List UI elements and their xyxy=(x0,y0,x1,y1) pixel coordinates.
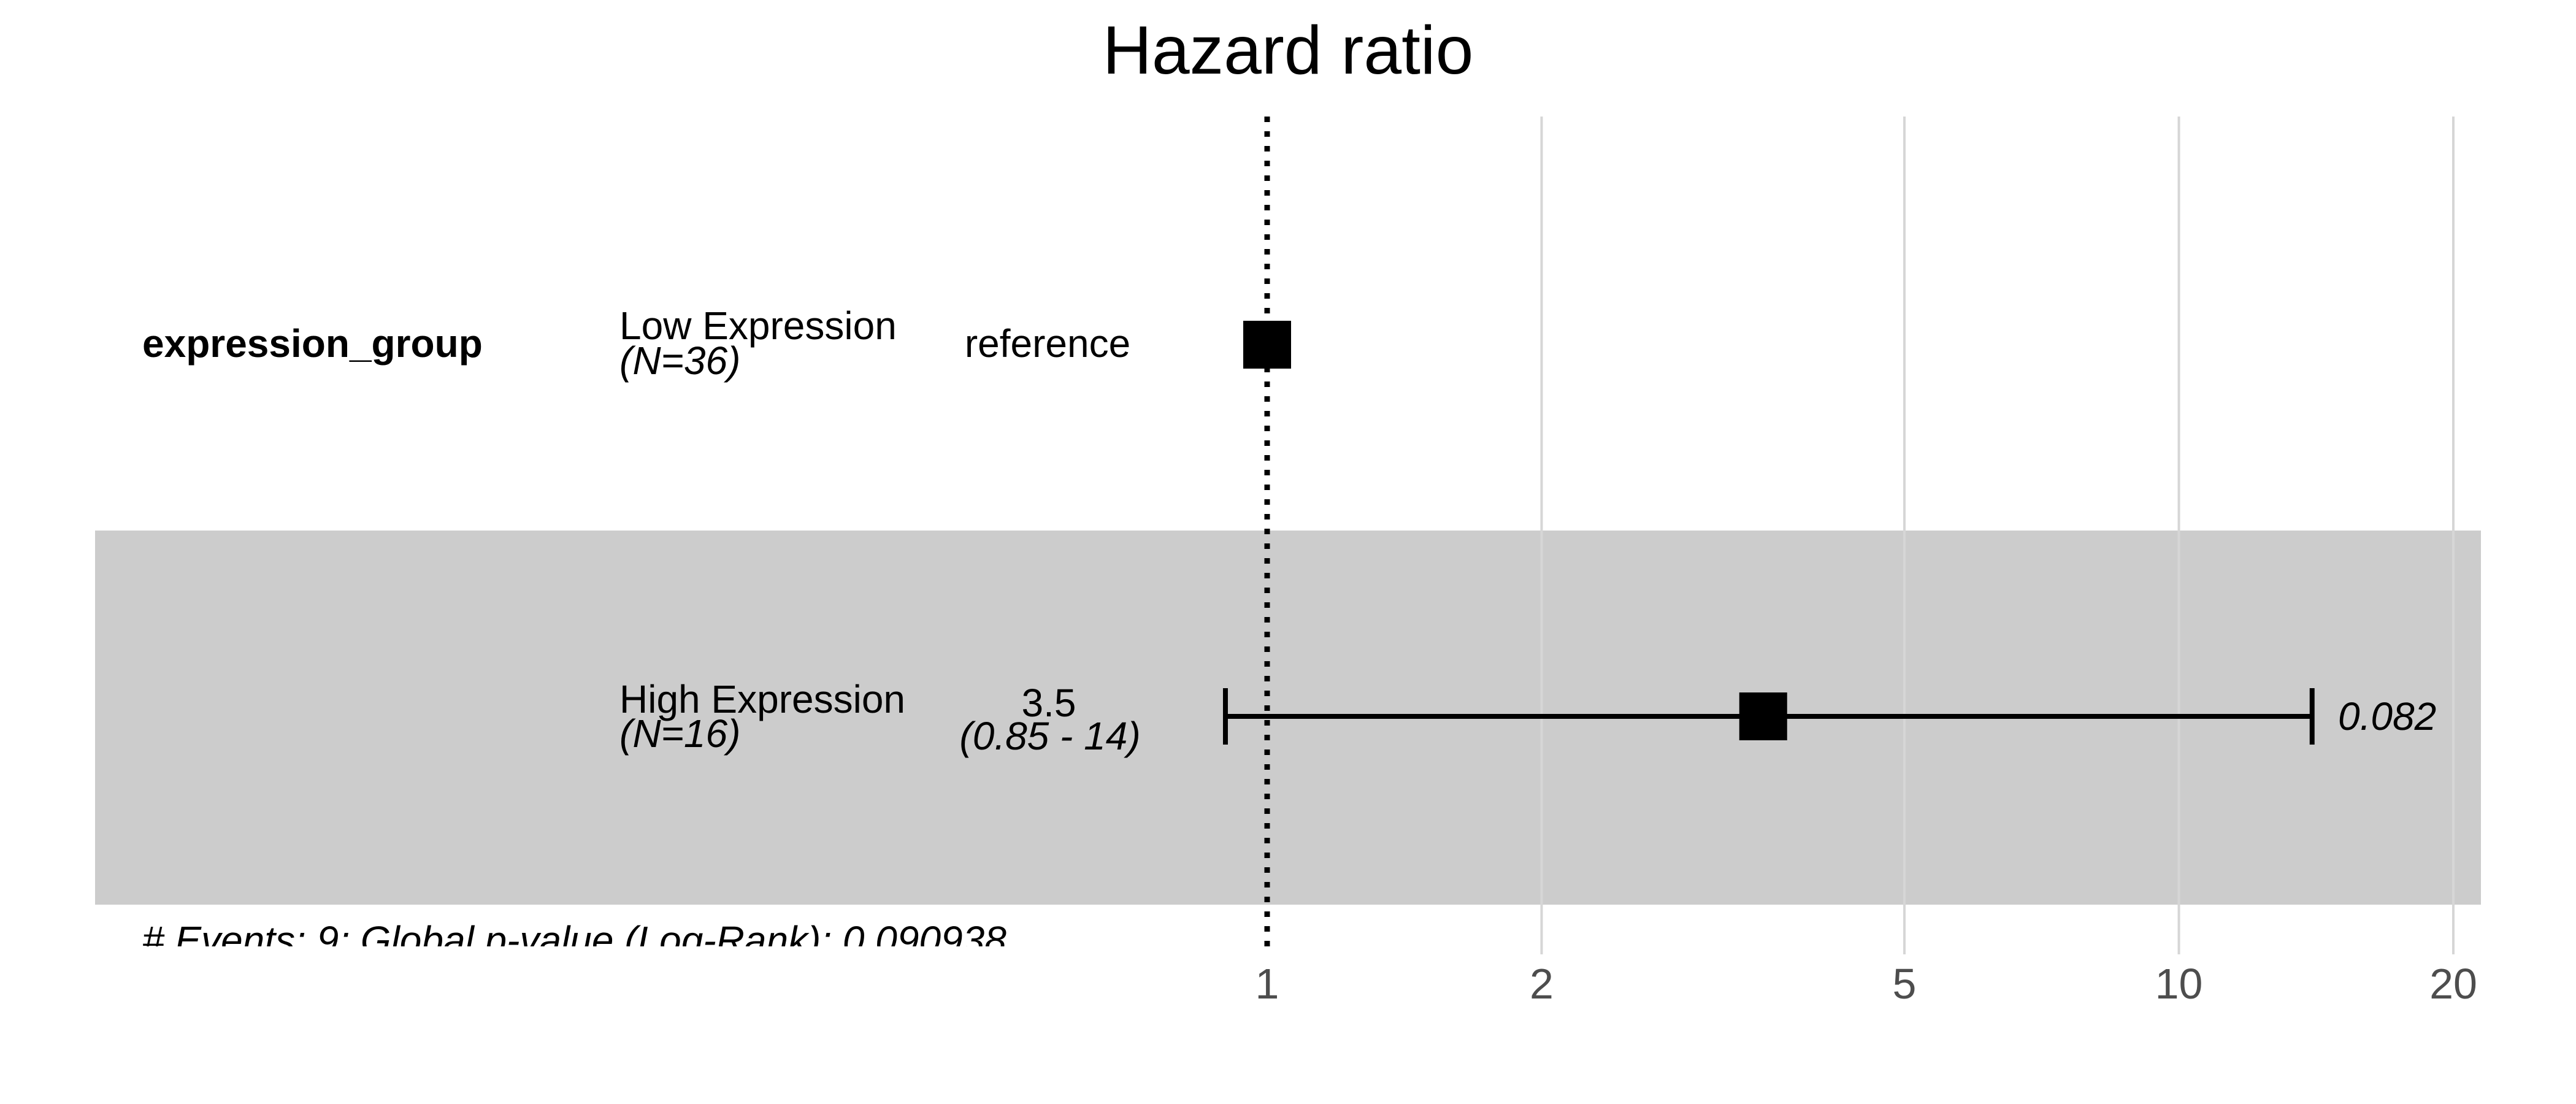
row-level-label: Low Expression xyxy=(619,304,897,348)
variable-label: expression_group xyxy=(142,321,483,366)
hr-marker xyxy=(1739,692,1787,740)
p-value-label: 0.082 xyxy=(2338,694,2436,738)
x-tick-label: 10 xyxy=(2155,960,2203,1008)
row-estimate-label: reference xyxy=(965,321,1130,366)
x-tick-label: 2 xyxy=(1530,960,1554,1008)
row-n-label: (N=36) xyxy=(619,339,740,383)
row-n-label: (N=16) xyxy=(619,711,740,756)
footnote: # Events: 9; Global p-value (Log-Rank): … xyxy=(142,918,1006,962)
x-axis-ticks: 1 2 5 10 20 xyxy=(1255,960,2477,1008)
row-ci-label: (0.85 - 14) xyxy=(959,714,1140,758)
x-tick-label: 5 xyxy=(1893,960,1917,1008)
x-tick-label: 20 xyxy=(2429,960,2477,1008)
row-level-label: High Expression xyxy=(619,677,905,721)
row-estimate-label: 3.5 xyxy=(1022,681,1076,725)
hr-marker xyxy=(1243,321,1291,369)
grid-lines xyxy=(1540,117,2455,954)
plot-marks: 0.082 xyxy=(1222,321,2436,745)
chart-title: Hazard ratio xyxy=(1103,12,1474,88)
x-tick-label: 1 xyxy=(1255,960,1279,1008)
